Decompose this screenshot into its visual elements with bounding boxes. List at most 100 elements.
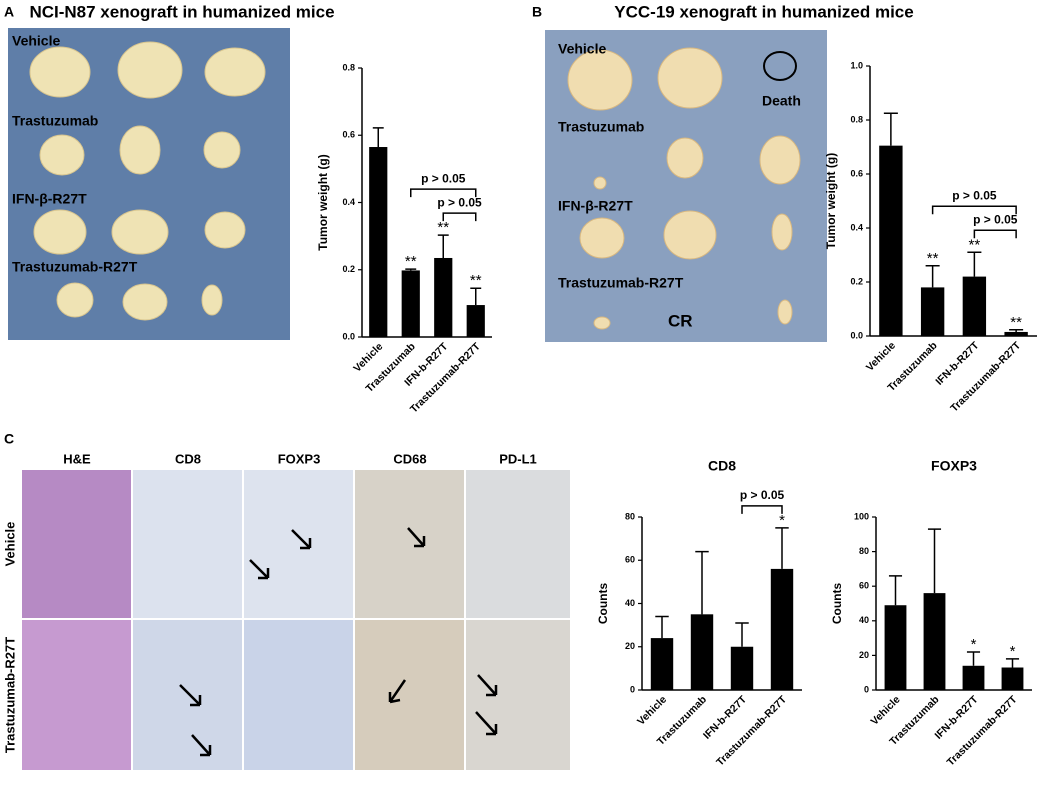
bar (1001, 667, 1024, 690)
y-axis-label: Counts (830, 583, 844, 625)
bracket (741, 505, 783, 514)
y-tick-label: 0.8 (342, 62, 355, 72)
bar (650, 638, 674, 690)
photo-label: Vehicle (12, 33, 60, 49)
photo-a (8, 28, 290, 340)
significance-label: ** (927, 250, 939, 267)
ihc-column: PD-L1 (499, 451, 537, 466)
y-tick-label: 0 (630, 684, 635, 694)
ihc-column: H&E (63, 451, 91, 466)
photo-label: Trastuzumab-R27T (558, 275, 684, 291)
significance-label: * (971, 636, 977, 653)
photo-label: IFN-β-R27T (558, 198, 633, 214)
y-tick-label: 20 (625, 641, 635, 651)
x-tick-label: Vehicle (864, 339, 898, 373)
x-tick-label: Trastuzumab-R27T (714, 693, 789, 768)
x-tick-label: Trastuzumab-R27T (948, 339, 1023, 414)
bracket-label: p > 0.05 (740, 488, 785, 502)
y-tick-label: 80 (625, 511, 635, 521)
error-bar (655, 615, 669, 639)
x-tick-label: Trastuzumab-R27T (945, 693, 1020, 768)
y-tick-label: 40 (859, 615, 869, 625)
error-bar (927, 528, 942, 594)
error-bar (925, 265, 940, 288)
error-bar (470, 287, 482, 306)
significance-label: ** (405, 253, 417, 270)
significance-label: ** (969, 236, 981, 253)
chart-title: FOXP3 (931, 458, 977, 474)
bar (730, 646, 754, 690)
photo-label: Death (762, 93, 801, 109)
y-tick-label: 0.4 (342, 197, 355, 207)
bracket (973, 229, 1017, 239)
y-tick-label: 0.2 (342, 264, 355, 274)
photo-label: Trastuzumab (12, 113, 98, 129)
error-bar (966, 651, 981, 666)
bar (920, 287, 945, 336)
bar (690, 614, 714, 690)
significance-label: * (779, 512, 785, 529)
y-tick-label: 0.2 (850, 276, 863, 286)
chart-title: CD8 (708, 458, 736, 474)
error-bar (695, 550, 709, 615)
bracket-label: p > 0.05 (973, 212, 1018, 226)
ihc-row: Vehicle (2, 522, 17, 567)
y-tick-label: 60 (625, 555, 635, 565)
y-tick-label: 80 (859, 546, 869, 556)
y-tick-label: 1.0 (850, 60, 863, 70)
ihc-column: CD8 (175, 451, 201, 466)
significance-label: ** (437, 219, 449, 236)
photo-label: Vehicle (558, 41, 606, 57)
error-bar (372, 127, 384, 148)
y-tick-label: 20 (859, 650, 869, 660)
y-axis-label: Counts (596, 583, 610, 625)
bar (401, 270, 420, 337)
ihc-column: FOXP3 (278, 451, 321, 466)
error-bar (405, 268, 417, 271)
bar (434, 257, 453, 337)
panel-label: B (532, 4, 542, 20)
error-bar (888, 575, 903, 606)
y-tick-label: 60 (859, 581, 869, 591)
bracket-label: p > 0.05 (952, 188, 997, 202)
bracket (442, 212, 477, 222)
bar (923, 593, 946, 690)
y-axis-label: Tumor weight (g) (316, 154, 330, 250)
error-bar (775, 527, 789, 569)
photo-label: CR (668, 311, 693, 330)
panel-label: C (4, 431, 14, 447)
y-tick-label: 0 (864, 684, 869, 694)
bar (466, 305, 485, 337)
photo-b (545, 30, 827, 342)
y-tick-label: 0.0 (850, 330, 863, 340)
bar (879, 145, 903, 336)
photo-label: Trastuzumab-R27T (12, 259, 138, 275)
error-bar (437, 234, 449, 258)
ihc-column: CD68 (393, 451, 426, 466)
y-tick-label: 100 (854, 511, 869, 521)
ihc-row: Trastuzumab-R27T (2, 637, 17, 753)
photo-label: IFN-β-R27T (12, 191, 87, 207)
y-axis-label: Tumor weight (g) (824, 153, 838, 249)
panel-title: YCC-19 xenograft in humanized mice (614, 2, 913, 21)
significance-label: * (1010, 643, 1016, 660)
bracket-label: p > 0.05 (437, 195, 482, 209)
bar (1004, 331, 1028, 336)
panel-label: A (4, 4, 14, 20)
y-tick-label: 40 (625, 598, 635, 608)
bar (884, 605, 907, 690)
error-bar (967, 251, 982, 277)
x-tick-label: Vehicle (869, 693, 903, 727)
bar (369, 147, 388, 337)
bar (962, 276, 987, 336)
error-bar (883, 112, 898, 146)
photo-label: Trastuzumab (558, 119, 644, 135)
x-tick-label: Vehicle (635, 693, 669, 727)
significance-label: ** (470, 272, 482, 289)
y-tick-label: 0.6 (850, 168, 863, 178)
bracket-label: p > 0.05 (421, 171, 466, 185)
significance-label: ** (1010, 314, 1022, 331)
error-bar (1009, 329, 1024, 332)
y-tick-label: 0.0 (342, 331, 355, 341)
